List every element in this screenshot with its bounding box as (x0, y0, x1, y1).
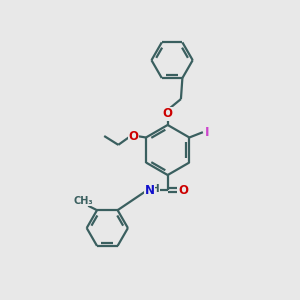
Text: O: O (178, 184, 188, 197)
Text: O: O (129, 130, 139, 142)
Text: N: N (144, 184, 154, 197)
Text: H: H (151, 184, 160, 194)
Text: O: O (163, 107, 173, 120)
Text: CH₃: CH₃ (73, 196, 93, 206)
Text: I: I (205, 126, 210, 139)
